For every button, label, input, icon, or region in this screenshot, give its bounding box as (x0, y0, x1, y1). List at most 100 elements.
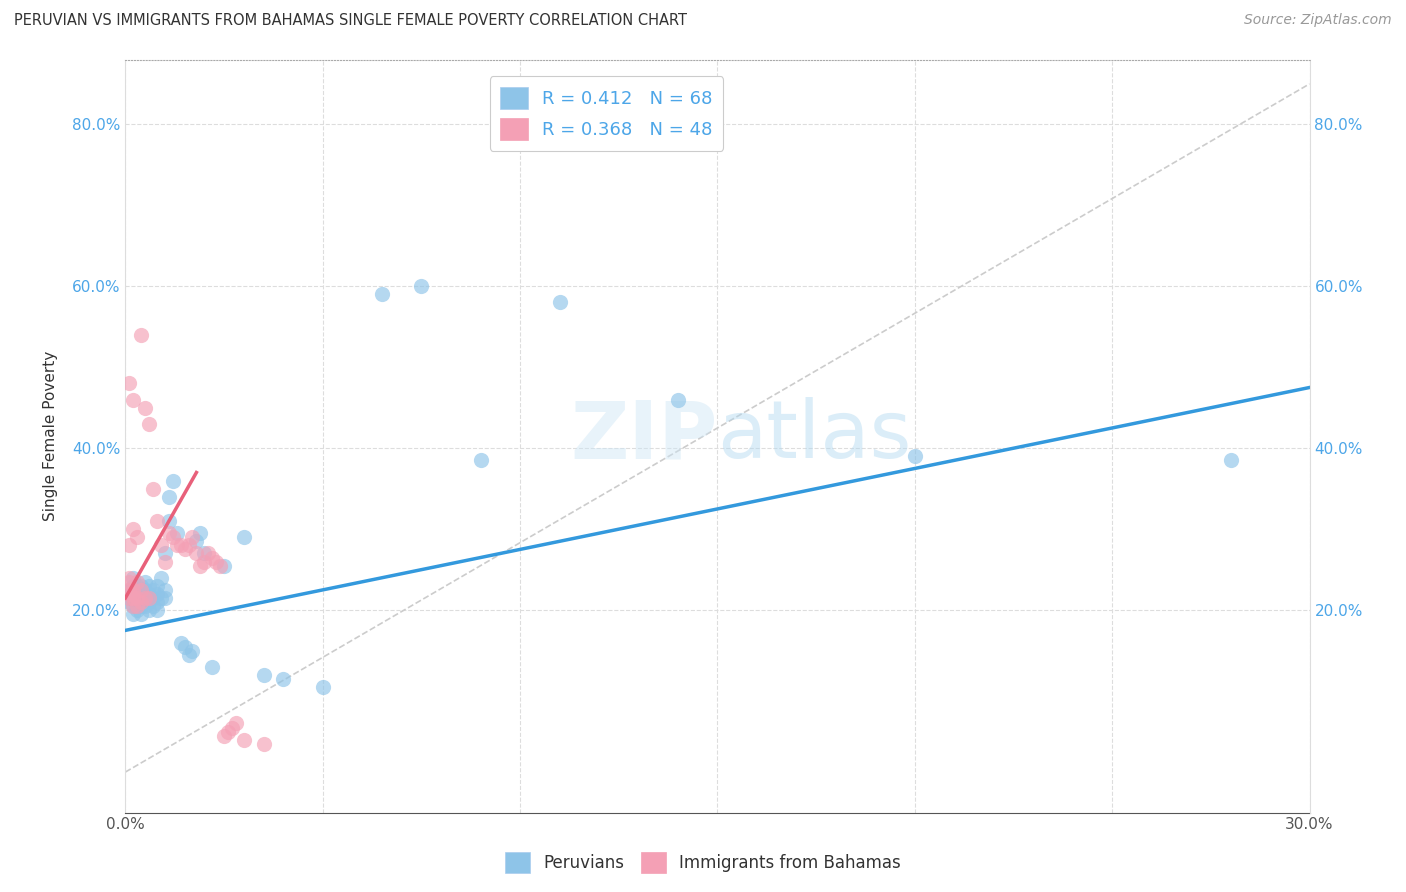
Text: Source: ZipAtlas.com: Source: ZipAtlas.com (1244, 13, 1392, 28)
Point (142, 599, 165, 613)
Point (225, 716, 247, 731)
Point (118, 595, 141, 609)
Point (129, 587, 152, 601)
Point (146, 595, 169, 609)
Point (118, 582, 141, 597)
Point (118, 574, 141, 589)
Point (411, 279, 433, 293)
Point (146, 514, 169, 528)
Point (149, 571, 172, 585)
Point (134, 599, 156, 613)
Point (122, 587, 145, 601)
Point (138, 579, 160, 593)
Point (153, 591, 176, 605)
Point (129, 582, 152, 597)
Point (142, 582, 165, 597)
Point (232, 530, 254, 544)
Point (129, 607, 152, 622)
Point (169, 538, 191, 552)
Point (138, 417, 160, 431)
Point (166, 526, 188, 541)
Text: ZIP: ZIP (571, 397, 717, 475)
Point (134, 401, 156, 415)
Point (142, 482, 165, 496)
Point (201, 550, 224, 565)
Point (904, 450, 927, 464)
Point (209, 558, 232, 573)
Point (122, 599, 145, 613)
Point (470, 453, 492, 467)
Point (1219, 453, 1241, 467)
Point (134, 591, 156, 605)
Point (138, 603, 160, 617)
Point (181, 643, 204, 657)
Point (129, 595, 152, 609)
Point (212, 558, 235, 573)
Point (177, 538, 200, 552)
Point (122, 579, 145, 593)
Text: PERUVIAN VS IMMIGRANTS FROM BAHAMAS SINGLE FEMALE POVERTY CORRELATION CHART: PERUVIAN VS IMMIGRANTS FROM BAHAMAS SING… (14, 13, 688, 29)
Point (122, 599, 145, 613)
Point (118, 571, 141, 585)
Point (153, 555, 176, 569)
Point (186, 546, 208, 560)
Point (122, 587, 145, 601)
Point (122, 392, 145, 407)
Point (181, 530, 204, 544)
Point (153, 546, 176, 560)
Point (252, 737, 274, 751)
Point (221, 721, 243, 735)
Legend: Peruvians, Immigrants from Bahamas: Peruvians, Immigrants from Bahamas (498, 846, 908, 880)
Point (205, 555, 228, 569)
Point (142, 591, 165, 605)
Point (252, 668, 274, 682)
Point (127, 591, 149, 605)
Point (127, 579, 149, 593)
Point (173, 640, 195, 654)
Point (118, 538, 141, 552)
Point (166, 538, 188, 552)
Legend: R = 0.412   N = 68, R = 0.368   N = 48: R = 0.412 N = 68, R = 0.368 N = 48 (489, 76, 723, 151)
Point (173, 542, 195, 557)
Point (127, 599, 149, 613)
Point (146, 579, 169, 593)
Point (129, 579, 152, 593)
Point (127, 587, 149, 601)
Point (127, 591, 149, 605)
Point (134, 591, 156, 605)
Point (134, 587, 156, 601)
Point (162, 474, 184, 488)
Text: atlas: atlas (717, 397, 912, 475)
Point (127, 574, 149, 589)
Point (138, 595, 160, 609)
Point (149, 591, 172, 605)
Point (312, 680, 335, 694)
Point (118, 591, 141, 605)
Point (129, 595, 152, 609)
Point (122, 582, 145, 597)
Point (157, 526, 180, 541)
Point (177, 648, 200, 662)
Point (118, 587, 141, 601)
Point (146, 603, 169, 617)
Point (127, 582, 149, 597)
Point (118, 376, 141, 391)
Point (122, 522, 145, 536)
Point (149, 538, 172, 552)
Point (134, 582, 156, 597)
Point (217, 724, 239, 739)
Point (122, 591, 145, 605)
Point (118, 591, 141, 605)
Point (197, 546, 219, 560)
Point (129, 591, 152, 605)
Point (157, 490, 180, 504)
Point (138, 591, 160, 605)
Point (134, 574, 156, 589)
Point (129, 599, 152, 613)
Point (157, 514, 180, 528)
Point (162, 530, 184, 544)
Point (193, 546, 215, 560)
Point (146, 587, 169, 601)
Point (186, 534, 208, 549)
Point (193, 555, 215, 569)
